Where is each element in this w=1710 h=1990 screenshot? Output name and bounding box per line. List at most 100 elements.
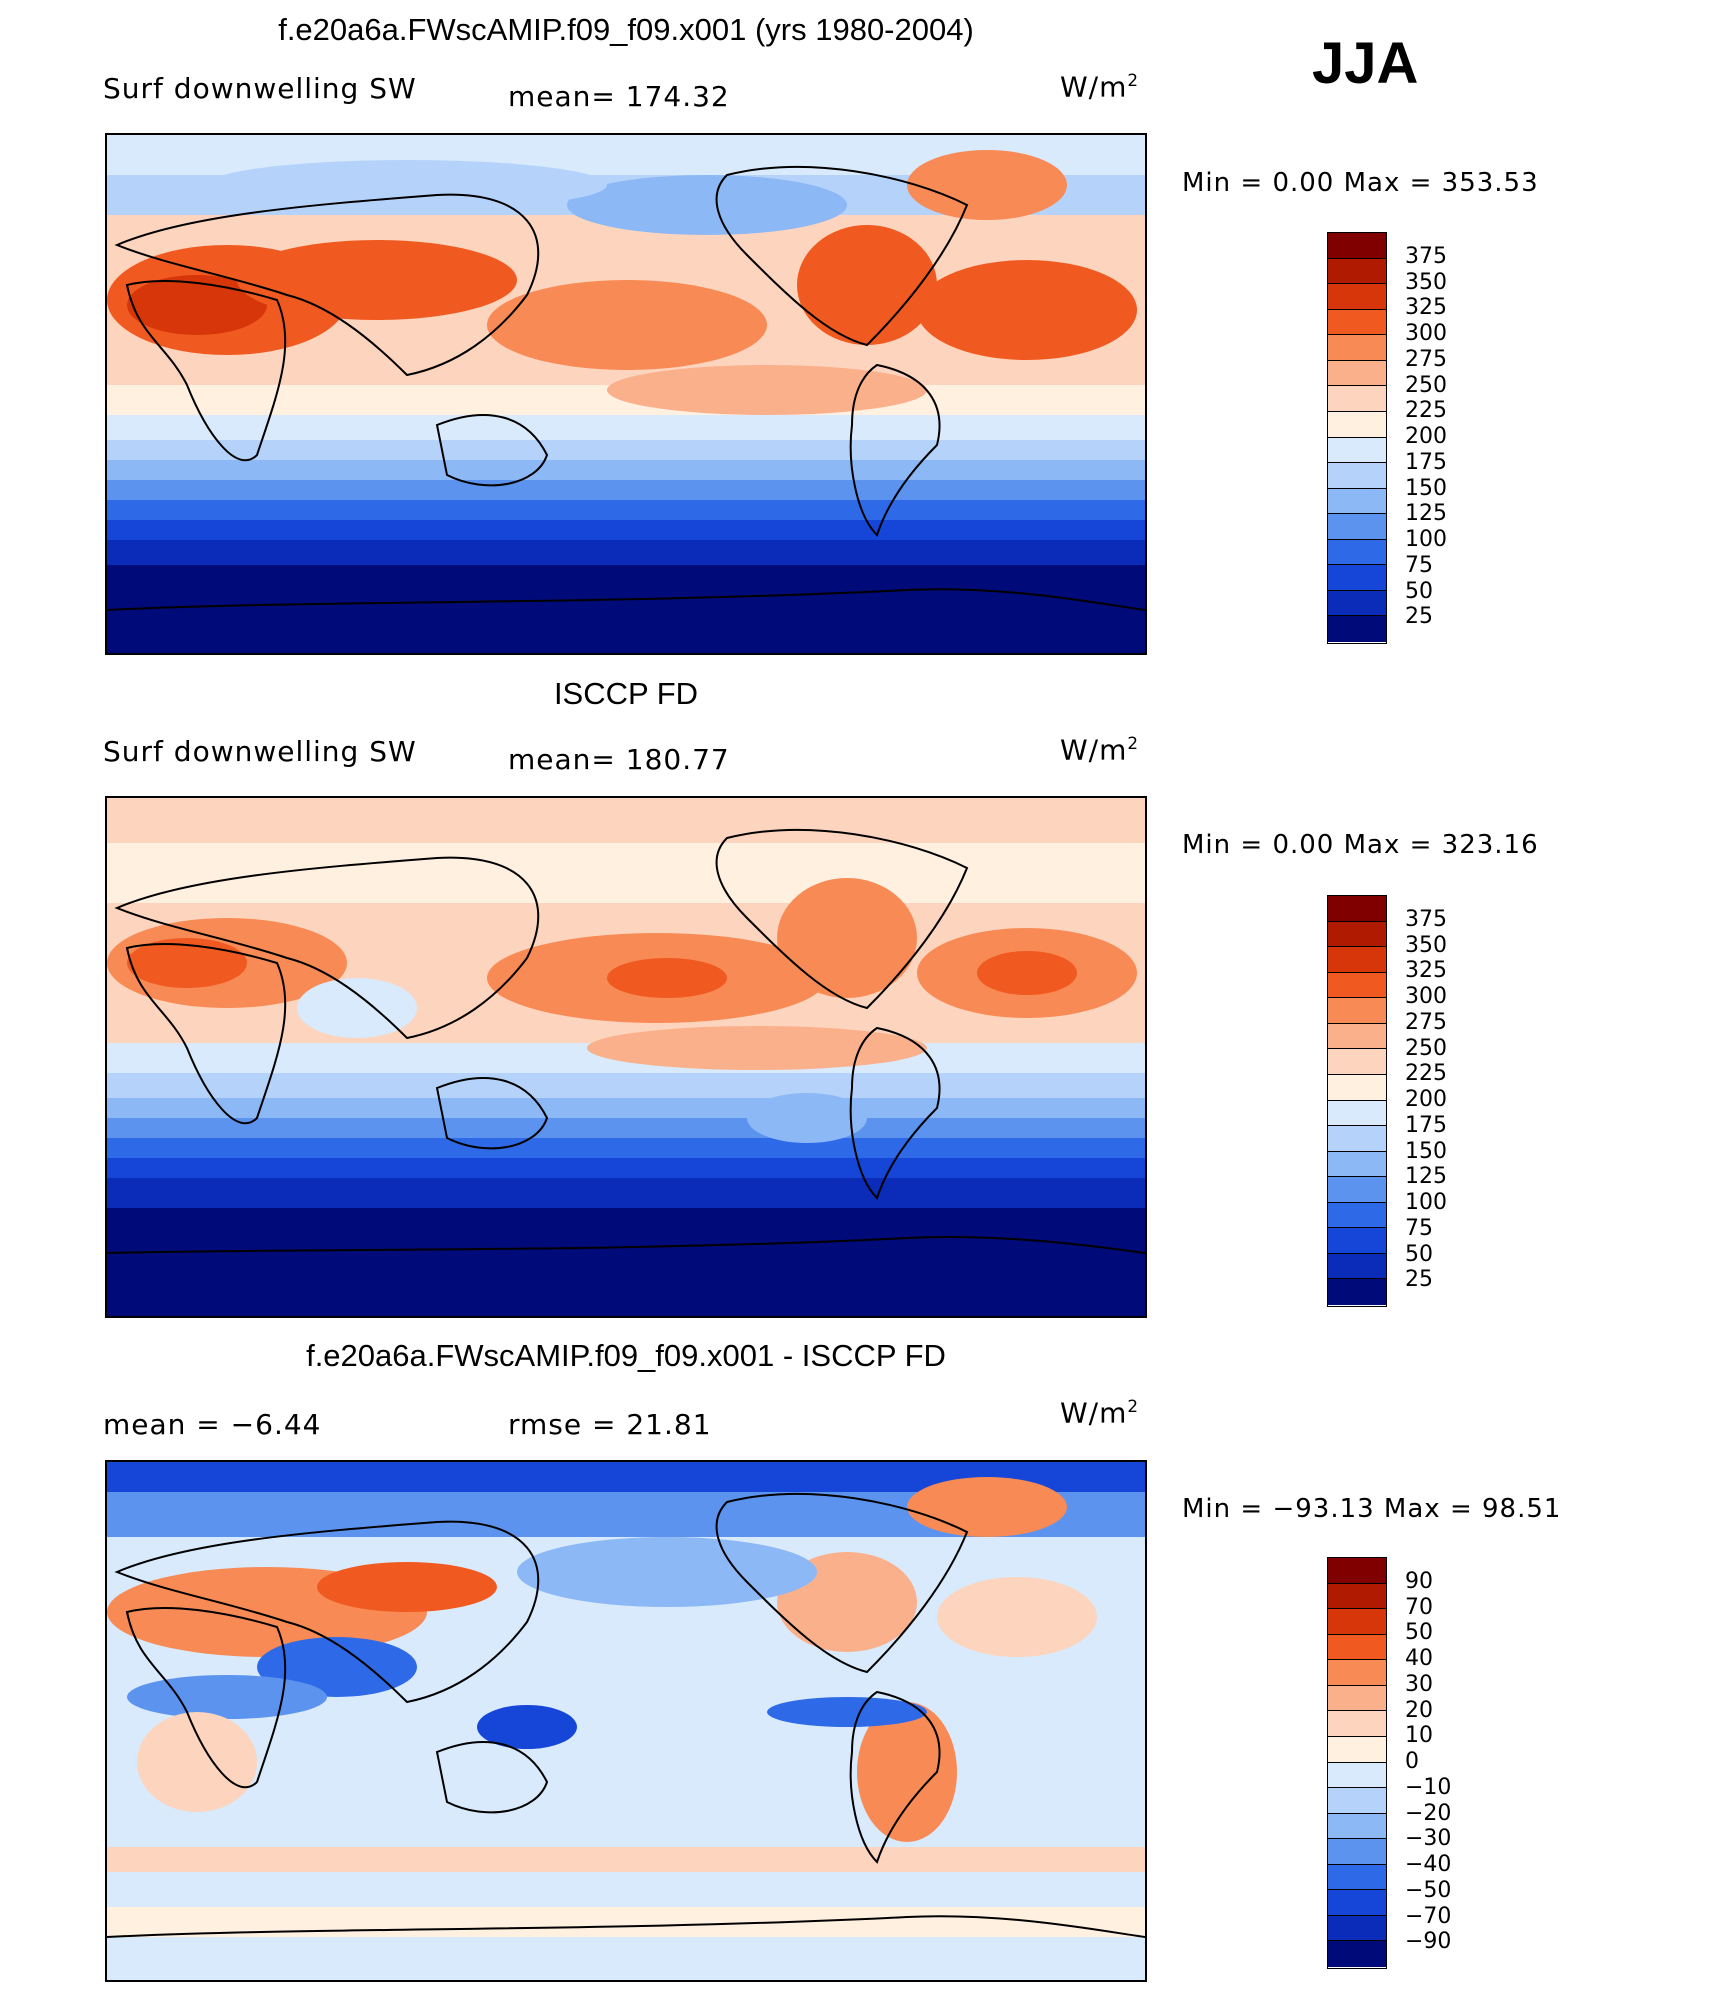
colorbar-tick-label: 125 bbox=[1405, 501, 1447, 527]
colorbar-tick-label: 300 bbox=[1405, 321, 1447, 346]
colorbar-tick-label: 90 bbox=[1405, 1568, 1433, 1594]
colorbar-tick-label: 275 bbox=[1405, 346, 1447, 372]
map-hotspot-north-america bbox=[797, 225, 937, 345]
colorbar-tick-label: 50 bbox=[1405, 1620, 1433, 1646]
panel-2-minmax: Min = 0.00 Max = 323.16 bbox=[1182, 830, 1539, 860]
colorbar-segment bbox=[1328, 1253, 1386, 1280]
colorbar-tick-label: 125 bbox=[1405, 1164, 1447, 1190]
colorbar-segment bbox=[1328, 1813, 1386, 1840]
map-anomaly-central-asia-positive bbox=[317, 1562, 497, 1612]
colorbar-segment bbox=[1328, 1558, 1386, 1584]
colorbar-tick-label: 100 bbox=[1405, 1190, 1447, 1215]
map-coastline-north-america bbox=[715, 829, 969, 1010]
map-ocean-band-12 bbox=[107, 565, 1145, 653]
map-hotspot-north-atlantic-core bbox=[977, 951, 1077, 995]
colorbar-segment bbox=[1328, 437, 1386, 464]
colorbar-tick-label: 250 bbox=[1405, 1035, 1447, 1061]
map-southern-band-2 bbox=[107, 1872, 1145, 1907]
panel-3-minmax: Min = −93.13 Max = 98.51 bbox=[1182, 1494, 1562, 1524]
map-coastline-australia bbox=[435, 1741, 549, 1814]
colorbar-segment bbox=[1328, 284, 1386, 310]
colorbar-segment bbox=[1328, 1151, 1386, 1178]
colorbar-tick-label: 200 bbox=[1405, 1087, 1447, 1112]
map-coastline-south-america bbox=[849, 1026, 941, 1200]
colorbar-segment bbox=[1328, 1762, 1386, 1789]
colorbar-tick-label: 375 bbox=[1405, 243, 1447, 269]
colorbar-tick-label: 100 bbox=[1405, 527, 1447, 552]
panel-1-minmax: Min = 0.00 Max = 353.53 bbox=[1182, 168, 1539, 198]
colorbar-segment bbox=[1328, 1100, 1386, 1127]
panel-1-units: W/m2 bbox=[1060, 70, 1140, 104]
map-ocean-band-6 bbox=[107, 1098, 1145, 1118]
colorbar-segment bbox=[1328, 1711, 1386, 1737]
panel-2-colorbar bbox=[1327, 895, 1387, 1307]
map-coastline-north-america bbox=[715, 1493, 969, 1674]
colorbar-tick-label: 50 bbox=[1405, 1241, 1433, 1267]
panel-1-mean-label: mean= 174.32 bbox=[508, 80, 730, 113]
colorbar-segment bbox=[1328, 233, 1386, 259]
panel-1-colorbar bbox=[1327, 232, 1387, 644]
panel-1-title: f.e20a6a.FWscAMIP.f09_f09.x001 (yrs 1980… bbox=[278, 12, 974, 47]
colorbar-segment bbox=[1328, 1279, 1386, 1305]
panel-2-map bbox=[105, 796, 1147, 1318]
colorbar-tick-label: 70 bbox=[1405, 1594, 1433, 1620]
colorbar-tick-label: 175 bbox=[1405, 449, 1447, 475]
colorbar-segment bbox=[1328, 309, 1386, 336]
panel-1-variable-label: Surf downwelling SW bbox=[103, 72, 417, 105]
colorbar-tick-label: −90 bbox=[1405, 1929, 1452, 1955]
map-ocean-band-7 bbox=[107, 460, 1145, 480]
map-anomaly-south-america-positive bbox=[857, 1702, 957, 1842]
colorbar-tick-label: 325 bbox=[1405, 958, 1447, 984]
colorbar-tick-label: 25 bbox=[1405, 604, 1433, 630]
map-anomaly-africa-negative bbox=[127, 1675, 327, 1719]
colorbar-segment bbox=[1328, 1890, 1386, 1916]
colorbar-segment bbox=[1328, 1228, 1386, 1254]
map-ocean-band-9 bbox=[107, 1158, 1145, 1178]
colorbar-segment bbox=[1328, 1736, 1386, 1763]
colorbar-tick-label: 50 bbox=[1405, 578, 1433, 604]
map-ocean-band-8 bbox=[107, 1138, 1145, 1158]
colorbar-segment bbox=[1328, 514, 1386, 540]
map-anomaly-north-pacific-negative bbox=[517, 1537, 817, 1607]
colorbar-segment bbox=[1328, 1864, 1386, 1891]
panel-1-map bbox=[105, 133, 1147, 655]
map-hotspot-north-atlantic bbox=[917, 260, 1137, 360]
map-ocean-band-10 bbox=[107, 1178, 1145, 1208]
colorbar-segment bbox=[1328, 998, 1386, 1024]
colorbar-tick-label: 350 bbox=[1405, 269, 1447, 295]
colorbar-segment bbox=[1328, 1634, 1386, 1661]
panel-2-mean-label: mean= 180.77 bbox=[508, 743, 730, 776]
colorbar-tick-label: 150 bbox=[1405, 475, 1447, 501]
colorbar-segment bbox=[1328, 1177, 1386, 1203]
colorbar-segment bbox=[1328, 590, 1386, 617]
colorbar-tick-label: 40 bbox=[1405, 1646, 1433, 1671]
colorbar-tick-label: 175 bbox=[1405, 1112, 1447, 1138]
map-coastline-australia bbox=[435, 414, 549, 487]
map-ocean-band-9 bbox=[107, 500, 1145, 520]
map-coastline-australia bbox=[435, 1077, 549, 1150]
colorbar-segment bbox=[1328, 972, 1386, 999]
colorbar-tick-label: 25 bbox=[1405, 1267, 1433, 1293]
colorbar-tick-label: 200 bbox=[1405, 424, 1447, 449]
map-hotspot-south-pacific bbox=[587, 1026, 927, 1070]
map-coastline-south-america bbox=[849, 1690, 941, 1864]
map-hotspot-north-pacific bbox=[487, 280, 767, 370]
colorbar-segment bbox=[1328, 1941, 1386, 1967]
map-southern-band-1 bbox=[107, 1847, 1145, 1872]
map-hotspot-north-america bbox=[777, 878, 917, 998]
colorbar-tick-label: 150 bbox=[1405, 1138, 1447, 1164]
panel-2-units: W/m2 bbox=[1060, 733, 1140, 767]
colorbar-segment bbox=[1328, 1074, 1386, 1101]
map-ocean-band-5 bbox=[107, 415, 1145, 440]
colorbar-tick-label: 250 bbox=[1405, 372, 1447, 398]
colorbar-segment bbox=[1328, 488, 1386, 515]
map-cloud-arctic bbox=[207, 160, 607, 210]
colorbar-segment bbox=[1328, 386, 1386, 412]
colorbar-tick-label: 10 bbox=[1405, 1723, 1433, 1749]
colorbar-segment bbox=[1328, 616, 1386, 642]
map-coastline-eurasia bbox=[114, 1520, 540, 1704]
panel-3-mean-label: mean = −6.44 bbox=[103, 1408, 322, 1441]
map-hotspot-central-asia bbox=[237, 240, 517, 320]
colorbar-segment bbox=[1328, 360, 1386, 387]
panel-3-title: f.e20a6a.FWscAMIP.f09_f09.x001 - ISCCP F… bbox=[306, 1338, 946, 1373]
